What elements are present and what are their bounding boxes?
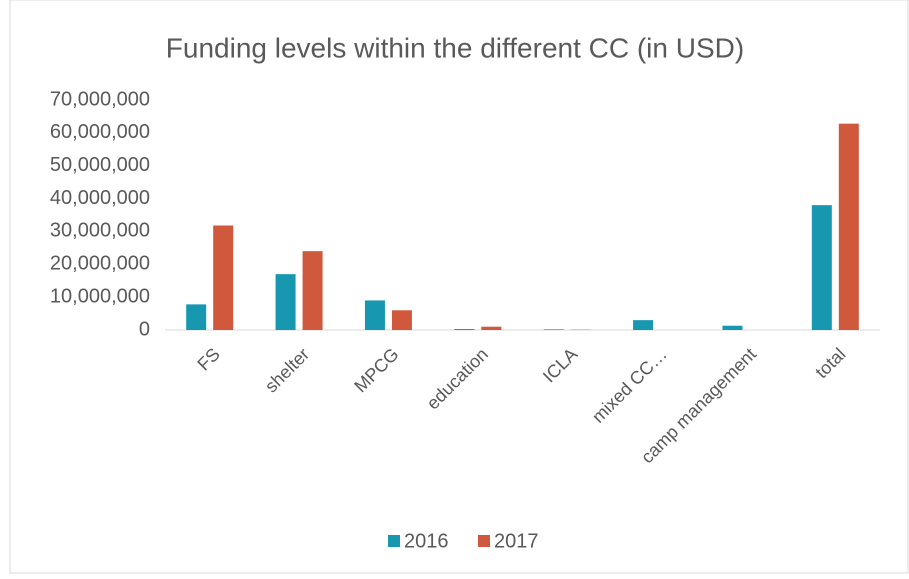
bar xyxy=(186,304,206,330)
y-tick-label: 10,000,000 xyxy=(50,285,150,307)
bar xyxy=(722,326,742,330)
bar xyxy=(839,124,859,330)
y-tick-label: 40,000,000 xyxy=(50,187,150,209)
y-tick-label: 60,000,000 xyxy=(50,121,150,143)
bar xyxy=(481,327,501,330)
legend-label: 2016 xyxy=(404,530,449,552)
bar xyxy=(213,226,233,330)
bar xyxy=(633,320,653,330)
chart-title: Funding levels within the different CC (… xyxy=(166,32,744,63)
legend-swatch xyxy=(478,535,490,547)
legend-swatch xyxy=(388,535,400,547)
bar xyxy=(812,205,832,330)
bar xyxy=(303,251,323,330)
y-tick-label: 70,000,000 xyxy=(50,88,150,110)
y-tick-label: 20,000,000 xyxy=(50,253,150,275)
legend-label: 2017 xyxy=(494,530,539,552)
y-tick-label: 50,000,000 xyxy=(50,154,150,176)
y-tick-label: 0 xyxy=(139,318,150,340)
bar xyxy=(365,300,385,330)
y-tick-label: 30,000,000 xyxy=(50,220,150,242)
bar xyxy=(392,310,412,330)
bar xyxy=(454,329,474,330)
bar xyxy=(544,329,564,330)
bar xyxy=(276,274,296,330)
